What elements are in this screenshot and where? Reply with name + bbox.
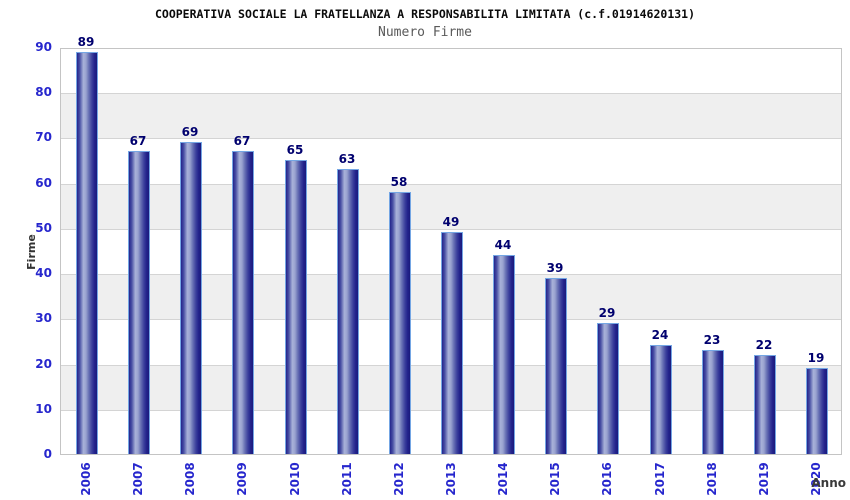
bar-2007	[128, 151, 150, 454]
x-axis-title: Anno	[811, 476, 846, 490]
x-tick-label: 2014	[496, 462, 510, 496]
bar-value-label: 67	[233, 134, 251, 148]
plot-area	[60, 48, 842, 455]
chart-subtitle: Numero Firme	[378, 25, 472, 40]
bar-value-label: 44	[494, 238, 512, 252]
bar-value-label: 67	[129, 134, 147, 148]
x-tick-label: 2019	[757, 462, 771, 496]
x-tick-label: 2017	[653, 462, 667, 496]
bar-value-label: 24	[651, 328, 669, 342]
bar-value-label: 69	[181, 125, 199, 139]
x-tick-label: 2010	[288, 462, 302, 496]
bar-2020	[806, 368, 828, 454]
bar-2009	[232, 151, 254, 454]
x-tick-label: 2013	[444, 462, 458, 496]
bar-value-label: 65	[286, 143, 304, 157]
x-tick-label: 2006	[79, 462, 93, 496]
y-tick-label: 70	[35, 130, 52, 145]
bar-2010	[285, 160, 307, 454]
gridline	[61, 183, 841, 185]
bar-value-label: 89	[77, 35, 95, 49]
bar-value-label: 49	[442, 215, 460, 229]
y-tick-label: 60	[35, 175, 52, 190]
bar-2016	[597, 323, 619, 454]
bar-2013	[441, 232, 463, 454]
x-tick-label: 2008	[183, 462, 197, 496]
bar-value-label: 58	[390, 175, 408, 189]
y-tick-label: 20	[35, 356, 52, 371]
bar-value-label: 23	[703, 333, 721, 347]
bar-value-label: 29	[598, 306, 616, 320]
bar-2017	[650, 345, 672, 454]
bar-2014	[493, 255, 515, 454]
bar-value-label: 39	[546, 261, 564, 275]
background-band	[61, 138, 841, 183]
bar-2018	[702, 350, 724, 454]
x-tick-label: 2015	[548, 462, 562, 496]
y-tick-label: 10	[35, 401, 52, 416]
background-band	[61, 93, 841, 139]
background-band	[61, 48, 841, 93]
gridline	[61, 228, 841, 230]
x-tick-label: 2016	[600, 462, 614, 496]
bar-value-label: 22	[755, 338, 773, 352]
y-tick-label: 90	[35, 40, 52, 54]
y-tick-label: 40	[35, 266, 52, 281]
bar-2011	[337, 169, 359, 454]
x-tick-label: 2012	[392, 462, 406, 496]
bar-value-label: 63	[338, 152, 356, 166]
bar-2019	[754, 355, 776, 454]
x-tick-label: 2009	[235, 462, 249, 496]
bar-2006	[76, 52, 98, 454]
x-tick-label: 2011	[340, 462, 354, 496]
bar-2015	[545, 278, 567, 454]
bar-2008	[180, 142, 202, 454]
y-tick-label: 80	[35, 85, 52, 100]
bar-value-label: 19	[807, 351, 825, 365]
y-tick-label: 0	[43, 447, 52, 461]
y-tick-label: 30	[35, 311, 52, 326]
gridline	[61, 93, 841, 95]
x-tick-label: 2007	[131, 462, 145, 496]
chart-title: COOPERATIVA SOCIALE LA FRATELLANZA A RES…	[154, 7, 696, 21]
x-tick-label: 2018	[705, 462, 719, 496]
gridline	[61, 138, 841, 140]
bar-2012	[389, 192, 411, 454]
y-tick-label: 50	[35, 220, 52, 235]
